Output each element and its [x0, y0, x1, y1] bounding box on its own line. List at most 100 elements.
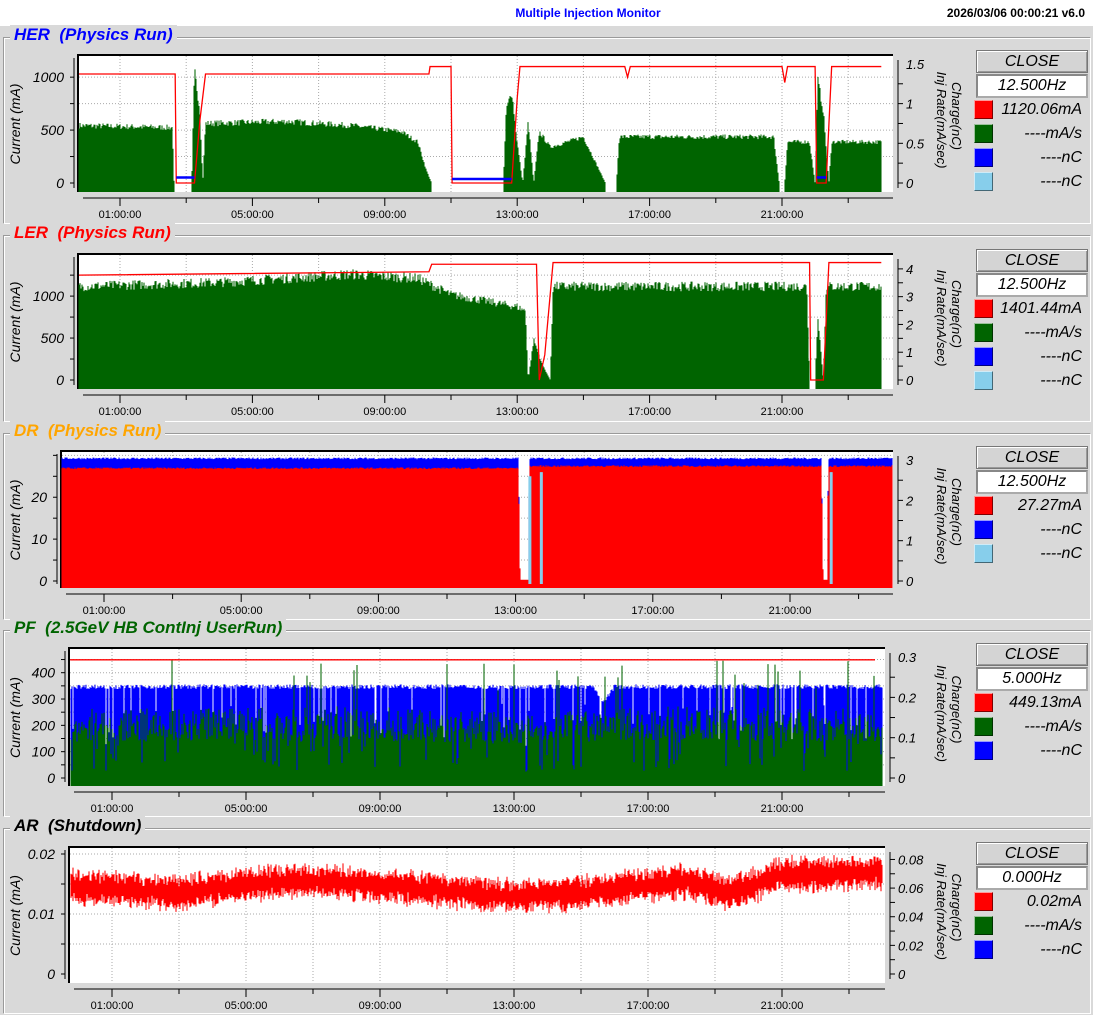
right-tick-label: 1 — [906, 345, 913, 360]
legend-swatch[interactable] — [974, 940, 993, 959]
time-tick-label: 21:00:00 — [761, 406, 804, 418]
legend-swatch[interactable] — [974, 520, 993, 539]
time-tick-label: 21:00:00 — [761, 209, 804, 221]
right-tick-label: 0.08 — [898, 852, 924, 867]
legend-item: ----nC — [974, 544, 1086, 566]
left-tick-label: 0 — [47, 770, 55, 786]
right-tick-label: 0 — [906, 373, 914, 388]
legend-swatch[interactable] — [974, 916, 993, 935]
right-axis-label-injrate: Inj Rate(mA/sec) — [934, 72, 949, 169]
right-tick-label: 0 — [906, 574, 914, 589]
right-axis-label-injrate: Inj Rate(mA/sec) — [934, 665, 949, 762]
right-tick-label: 0 — [898, 967, 906, 982]
left-tick-label: 0.02 — [28, 846, 55, 862]
legend-item: ----nC — [974, 347, 1086, 369]
legend-swatch[interactable] — [974, 323, 993, 342]
legend-swatch[interactable] — [974, 124, 993, 143]
legend-swatch[interactable] — [974, 693, 993, 712]
right-tick-label: 1.5 — [906, 57, 925, 72]
panel-her — [3, 37, 1091, 224]
legend-item: ----mA/s — [974, 916, 1086, 938]
panel-title: DR (Physics Run) — [10, 421, 166, 441]
legend-swatch[interactable] — [974, 371, 993, 390]
left-tick-label: 20 — [30, 489, 47, 505]
legend-swatch[interactable] — [974, 299, 993, 318]
right-tick-label: 0.04 — [898, 910, 923, 925]
time-tick-label: 21:00:00 — [761, 803, 804, 815]
legend-swatch[interactable] — [974, 741, 993, 760]
time-tick-label: 17:00:00 — [631, 605, 674, 617]
legend-item: ----nC — [974, 371, 1086, 393]
legend-value: 0.02mA — [1026, 893, 1082, 910]
close-button[interactable]: CLOSE — [976, 249, 1088, 272]
series-group — [61, 457, 893, 588]
series-inj_rate — [78, 269, 882, 389]
left-tick-label: 200 — [31, 717, 56, 733]
legend-value: 1401.44mA — [1000, 300, 1082, 317]
time-tick-label: 01:00:00 — [83, 605, 126, 617]
legend-swatch[interactable] — [974, 544, 993, 563]
legend-swatch[interactable] — [974, 496, 993, 515]
plot-ar: 0 0.01 0.02 Current (mA) 0 0.02 0.04 0.06 0.08 Ch… — [7, 846, 964, 1012]
panel-pf — [3, 630, 1091, 817]
legend-item: 1401.44mA — [974, 299, 1086, 321]
time-tick-label: 09:00:00 — [363, 406, 406, 418]
right-tick-label: 0.02 — [898, 938, 924, 953]
frequency-field: 12.500Hz — [976, 470, 1088, 494]
close-button[interactable]: CLOSE — [976, 446, 1088, 469]
legend-item: ----nC — [974, 940, 1086, 962]
legend-swatch[interactable] — [974, 148, 993, 167]
legend-value: ----nC — [1040, 372, 1082, 389]
right-tick-label: 2 — [905, 317, 914, 332]
legend-swatch[interactable] — [974, 172, 993, 191]
close-button[interactable]: CLOSE — [976, 643, 1088, 666]
legend-item: ----nC — [974, 520, 1086, 542]
legend-swatch[interactable] — [974, 717, 993, 736]
series-inj_rate — [78, 69, 882, 192]
legend-value: ----mA/s — [1024, 125, 1082, 142]
timestamp: 2026/03/06 00:00:21 v6.0 — [946, 6, 1085, 20]
time-tick-label: 17:00:00 — [627, 1000, 670, 1012]
left-axis-label: Current (mA) — [7, 282, 23, 363]
plot-her: 0 500 1000 Current (mA) 0 0.5 1 1.5 Charge(nC)In… — [7, 54, 964, 221]
series-group — [78, 261, 882, 389]
right-axis-label-charge: Charge(nC) — [949, 478, 964, 546]
legend-value: 27.27mA — [1017, 497, 1082, 514]
time-tick-label: 05:00:00 — [225, 803, 268, 815]
time-tick-label: 13:00:00 — [494, 605, 537, 617]
right-tick-label: 1 — [906, 97, 913, 112]
plot-border — [60, 450, 893, 588]
legend-value: ----nC — [1040, 545, 1082, 562]
legend-value: 1120.06mA — [1001, 101, 1082, 118]
series-current — [61, 465, 893, 588]
legend-item: 1120.06mA — [974, 100, 1086, 122]
left-tick-label: 0 — [47, 966, 55, 982]
right-axis-label-injrate: Inj Rate(mA/sec) — [934, 468, 949, 565]
time-tick-label: 09:00:00 — [357, 605, 400, 617]
left-axis-label: Current (mA) — [7, 875, 23, 956]
time-tick-label: 01:00:00 — [99, 406, 142, 418]
close-button[interactable]: CLOSE — [976, 50, 1088, 73]
plot-border — [77, 253, 893, 389]
panel-title: HER (Physics Run) — [10, 25, 177, 45]
right-axis-label-injrate: Inj Rate(mA/sec) — [934, 270, 949, 367]
panel-ar — [3, 828, 1091, 1014]
legend-swatch[interactable] — [974, 892, 993, 911]
right-tick-label: 1 — [906, 534, 913, 549]
time-tick-label: 01:00:00 — [91, 803, 134, 815]
right-tick-label: 3 — [906, 453, 914, 468]
right-tick-label: 0.3 — [898, 650, 917, 665]
legend-item: 27.27mA — [974, 496, 1086, 518]
legend-swatch[interactable] — [974, 100, 993, 119]
right-tick-label: 0.2 — [898, 690, 917, 705]
plot-border — [68, 647, 885, 786]
legend-swatch[interactable] — [974, 347, 993, 366]
left-tick-label: 500 — [41, 330, 65, 346]
left-tick-label: 0 — [56, 175, 64, 191]
time-tick-label: 01:00:00 — [99, 209, 142, 221]
close-button[interactable]: CLOSE — [976, 842, 1088, 865]
right-tick-label: 3 — [906, 290, 914, 305]
time-tick-label: 21:00:00 — [769, 605, 812, 617]
time-tick-label: 17:00:00 — [628, 209, 671, 221]
